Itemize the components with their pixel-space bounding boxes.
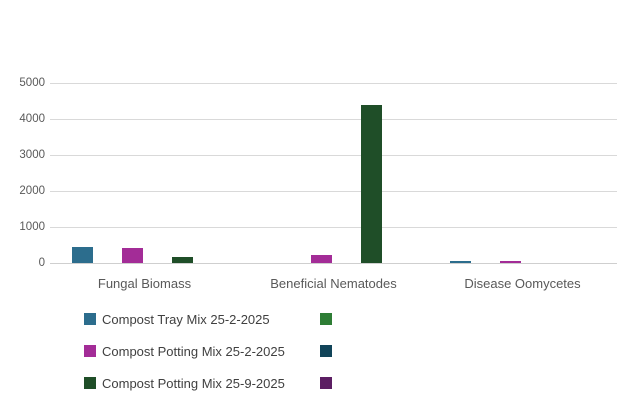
legend-swatch-icon xyxy=(320,377,332,389)
bar-series1-fungal-biomass xyxy=(71,246,93,263)
gridline-2000 xyxy=(50,191,617,192)
legend-swatch-icon xyxy=(84,345,96,357)
category-label-disease-oomycetes: Disease Oomycetes xyxy=(464,276,581,291)
y-tick-label-3000: 3000 xyxy=(19,148,45,161)
gridline-3000 xyxy=(50,155,617,156)
bar-series3-beneficial-nematodes xyxy=(310,255,332,263)
y-tick-label-5000: 5000 xyxy=(19,76,45,89)
category-label-fungal-biomass: Fungal Biomass xyxy=(97,276,192,291)
bar-series5-fungal-biomass xyxy=(171,256,193,263)
x-axis-line xyxy=(50,263,617,264)
category-label-beneficial-nematodes: Beneficial Nematodes xyxy=(270,276,397,291)
legend-swatch-icon xyxy=(320,345,332,357)
legend-swatch-icon xyxy=(320,313,332,325)
legend-swatch-icon xyxy=(84,377,96,389)
gridline-5000 xyxy=(50,83,617,84)
legend-label: Compost Potting Mix 25-9-2025 xyxy=(102,376,285,391)
gridline-1000 xyxy=(50,227,617,228)
legend-row-3: Compost Potting Mix 25-9-2025 xyxy=(0,376,626,392)
gridline-4000 xyxy=(50,119,617,120)
y-tick-label-4000: 4000 xyxy=(19,112,45,125)
legend-row-1: Compost Tray Mix 25-2-2025 xyxy=(0,312,626,328)
y-tick-label-2000: 2000 xyxy=(19,184,45,197)
legend-label: Compost Tray Mix 25-2-2025 xyxy=(102,312,270,327)
legend-label: Compost Potting Mix 25-2-2025 xyxy=(102,344,285,359)
bar-series3-disease-oomycetes xyxy=(499,261,521,263)
bar-series5-beneficial-nematodes xyxy=(360,104,382,263)
bar-series3-fungal-biomass xyxy=(121,247,143,263)
bar-series1-disease-oomycetes xyxy=(449,261,471,263)
y-tick-label-1000: 1000 xyxy=(19,220,45,233)
legend-row-2: Compost Potting Mix 25-2-2025 xyxy=(0,344,626,360)
legend-swatch-icon xyxy=(84,313,96,325)
y-tick-label-0: 0 xyxy=(38,256,45,269)
